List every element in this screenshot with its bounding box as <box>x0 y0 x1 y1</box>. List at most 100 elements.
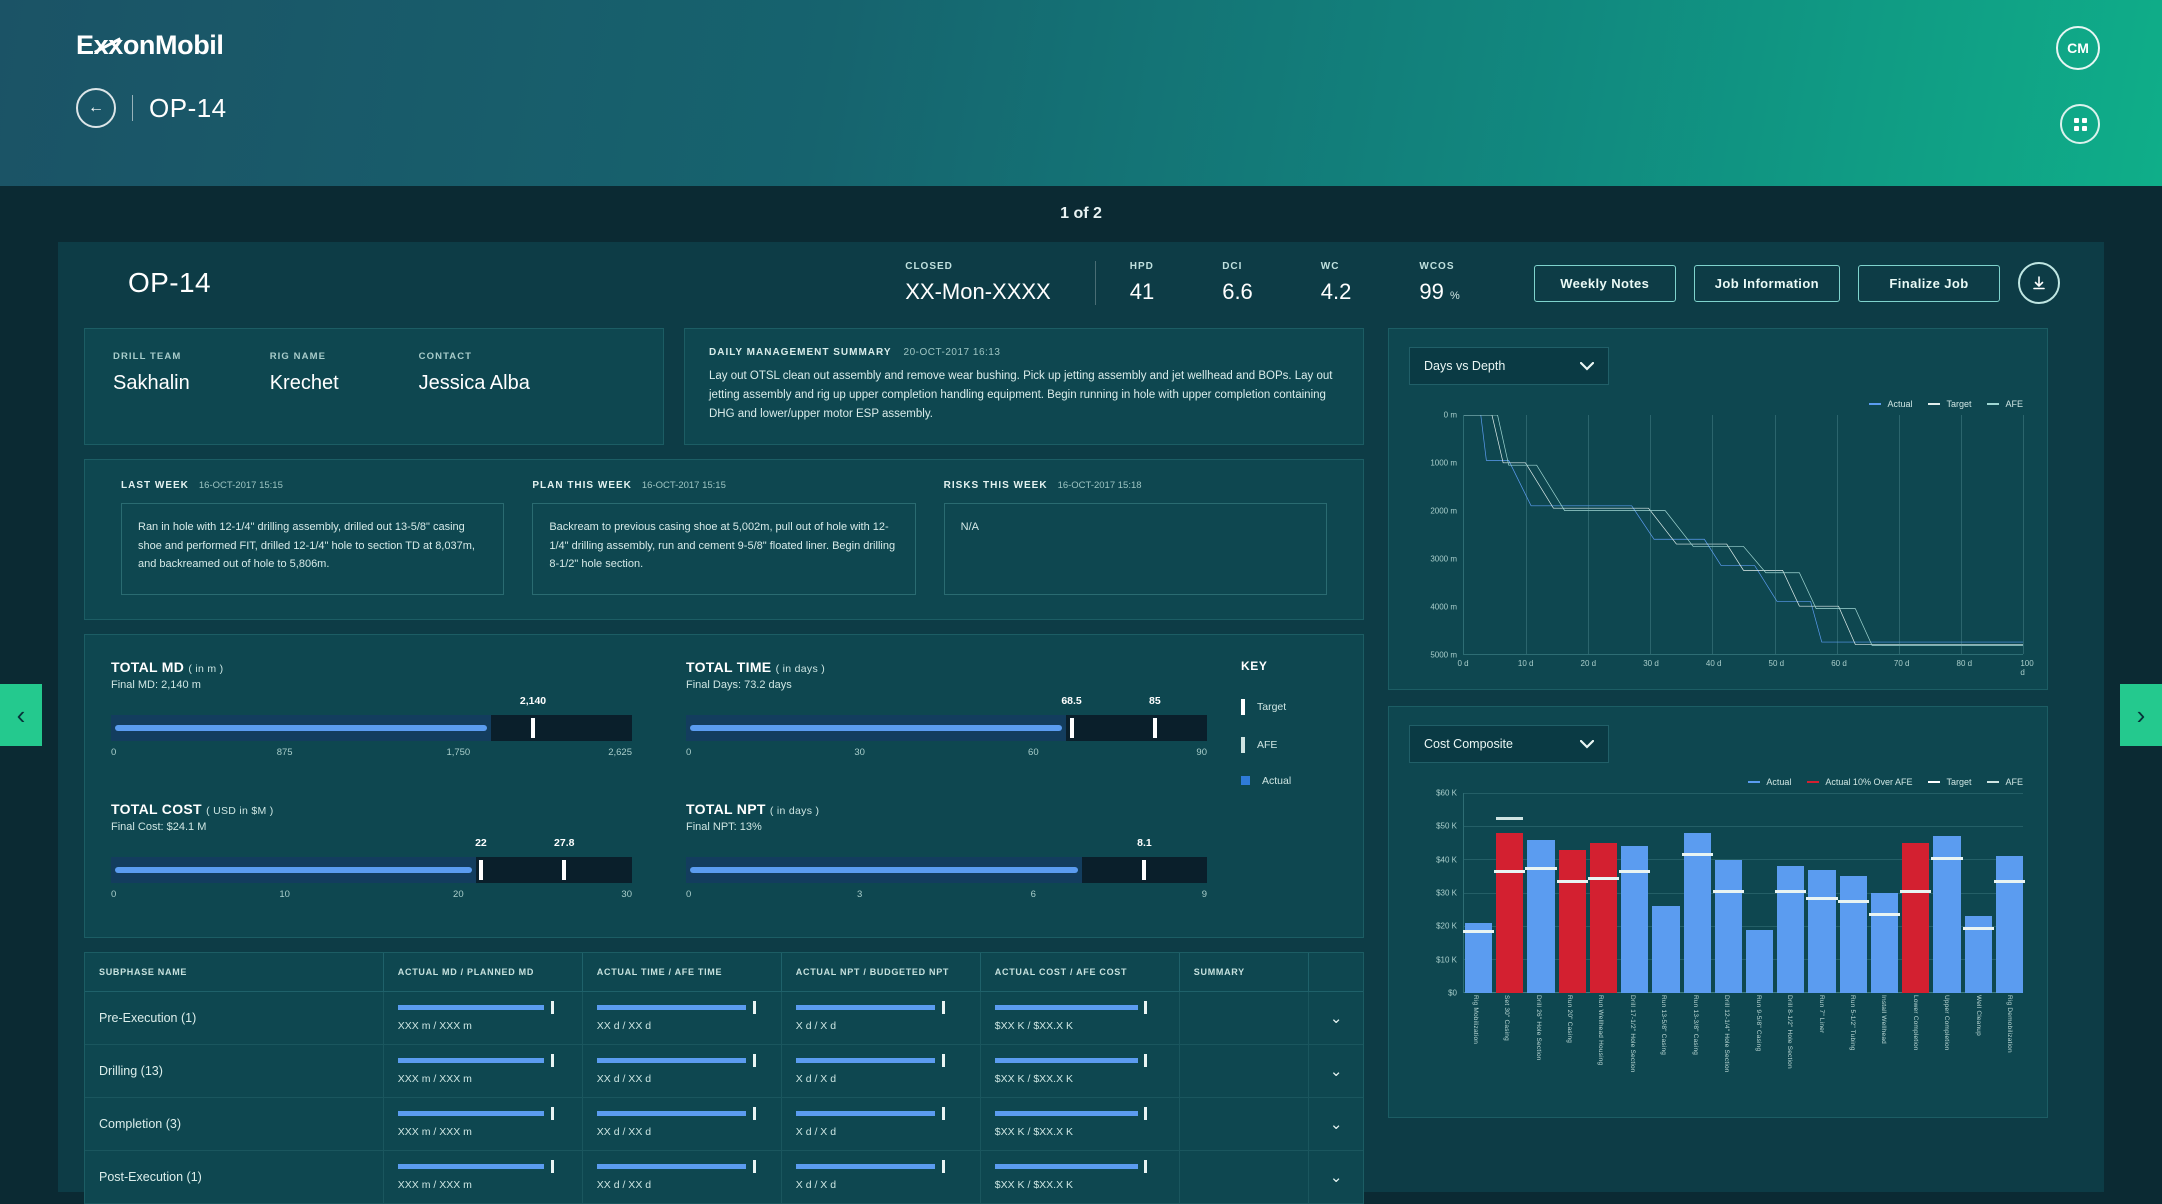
slider-track[interactable]: 68.5 85 <box>686 695 1207 741</box>
slider-track[interactable]: 2,140 <box>111 695 632 741</box>
cost-composite-select[interactable]: Cost Composite <box>1409 725 1609 763</box>
category-label: Drill 17-1/2" Hole Section <box>1628 995 1636 1073</box>
apps-grid-button[interactable] <box>2060 104 2100 144</box>
back-button[interactable]: ← <box>76 88 116 128</box>
axis-tick: 3 <box>857 888 863 900</box>
total-cost-slider[interactable]: TOTAL COST ( USD in $M ) Final Cost: $24.… <box>111 801 632 907</box>
line-target <box>1464 415 2023 644</box>
mini-bar <box>596 1053 767 1067</box>
cell-cost: $XX K / $XX.X K <box>980 1150 1180 1204</box>
actual-fill <box>115 866 472 873</box>
legend-item-actual: Actual <box>1748 777 1791 787</box>
cell-expand[interactable]: ⌄ <box>1308 991 1363 1045</box>
legend-item-actual-10-over-afe: Actual 10% Over AFE <box>1807 777 1912 787</box>
next-page-arrow[interactable]: › <box>2120 684 2162 746</box>
mini-bar <box>994 1106 1165 1120</box>
cell-npt: X d / X d <box>781 1097 981 1151</box>
bar <box>1868 893 1901 993</box>
axis-tick: 20 <box>453 888 464 900</box>
field-rig-name: RIG NAME Krechet <box>269 351 339 394</box>
mini-bar <box>795 1053 966 1067</box>
top-brand-bar: ExxonMobil ← OP-14 CM <box>0 0 2162 186</box>
actual-fill <box>690 866 1078 873</box>
page-indicator: 1 of 2 <box>0 186 2162 242</box>
bar <box>1962 916 1994 993</box>
bar-column <box>1712 793 1744 993</box>
chevron-down-icon[interactable]: ⌄ <box>1329 1115 1343 1133</box>
target-mark <box>1587 876 1620 880</box>
category-label: Well Cleanup <box>1974 995 1982 1036</box>
mini-bar <box>397 1053 568 1067</box>
prev-page-arrow[interactable]: ‹ <box>0 684 42 746</box>
slider-final-value: Final MD: 2,140 m <box>111 678 201 691</box>
bar <box>1837 876 1869 993</box>
axis-tick: 60 <box>1028 746 1039 758</box>
axis-tick: 9 <box>1201 888 1207 900</box>
slider-track[interactable]: 8.1 <box>686 837 1207 883</box>
target-mark <box>1993 880 2025 884</box>
x-tick: 40 d <box>1705 659 1722 668</box>
mini-bar <box>397 1106 568 1120</box>
afe-marker <box>1152 717 1157 738</box>
week-date: 16-OCT-2017 15:15 <box>641 479 726 491</box>
total-md-slider[interactable]: TOTAL MD ( in m ) Final MD: 2,140 m 2,140 0… <box>111 659 632 765</box>
afe-swatch-icon <box>1241 736 1245 753</box>
breadcrumb-job-label: OP-14 <box>149 92 227 123</box>
x-tick: 80 d <box>1956 659 1973 668</box>
target-marker <box>478 859 483 880</box>
table-row[interactable]: Pre-Execution (1) XXX m / XXX m XX d / XX … <box>85 991 1363 1045</box>
target-mark <box>1681 853 1713 857</box>
bar <box>1775 866 1807 993</box>
bar-column <box>1681 793 1713 993</box>
finalize-job-button[interactable]: Finalize Job <box>1858 264 2000 302</box>
metric-closed: CLOSED XX-Mon-XXXX <box>871 261 1096 305</box>
cell-md: XXX m / XXX m <box>383 991 583 1045</box>
table-header-actual-npt-budgeted-npt: ACTUAL NPT / BUDGETED NPT <box>781 952 981 992</box>
field-contact: CONTACT Jessica Alba <box>418 351 530 394</box>
total-time-slider[interactable]: TOTAL TIME ( in days ) Final Days: 73.2 d… <box>686 659 1207 765</box>
cell-expand[interactable]: ⌄ <box>1308 1097 1363 1151</box>
cell-expand[interactable]: ⌄ <box>1308 1150 1363 1204</box>
bar-column <box>1868 793 1901 993</box>
target-mark <box>1463 930 1495 933</box>
total-npt-slider[interactable]: TOTAL NPT ( in days ) Final NPT: 13% 8.1 0 3… <box>686 801 1207 907</box>
slider-track[interactable]: 22 27.8 <box>111 837 632 883</box>
key-title: KEY <box>1241 658 1268 673</box>
afe-mark <box>1496 816 1524 820</box>
info-row: DRILL TEAM Sakhalin RIG NAME Krechet CON… <box>84 328 1364 459</box>
table-row[interactable]: Post-Execution (1) XXX m / XXX m XX d / XX… <box>85 1150 1363 1204</box>
page-title: OP-14 <box>128 267 211 298</box>
bar <box>1993 856 2025 993</box>
category-label: Run 13-3/8" Casing <box>1691 995 1699 1056</box>
axis-tick: 90 <box>1196 746 1207 758</box>
job-information-button[interactable]: Job Information <box>1693 264 1840 302</box>
chevron-down-icon[interactable]: ⌄ <box>1329 1168 1343 1186</box>
table-header-row: SUBPHASE NAME ACTUAL MD / PLANNED MD ACTUA… <box>85 952 1363 992</box>
chevron-down-icon[interactable]: ⌄ <box>1329 1062 1343 1080</box>
cell-cost: $XX K / $XX.X K <box>980 991 1180 1045</box>
job-metrics: CLOSED XX-Mon-XXXX HPD 41 DCI 6.6 WC 4.2… <box>871 261 1494 305</box>
cell-cost: $XX K / $XX.X K <box>980 1044 1180 1098</box>
legend-item-target: Target <box>1928 777 1971 787</box>
weekly-notes-button[interactable]: Weekly Notes <box>1533 264 1676 302</box>
back-arrow-icon: ← <box>88 99 104 116</box>
target-marker <box>1069 717 1074 738</box>
cell-subphase-name: Completion (3) <box>85 1097 384 1151</box>
y-tick: 5000 m <box>1430 650 1457 660</box>
target-mark <box>1931 856 1963 860</box>
y-tick: 2000 m <box>1430 506 1457 516</box>
days-vs-depth-select[interactable]: Days vs Depth <box>1409 347 1609 385</box>
table-header-expand <box>1308 952 1363 992</box>
y-tick: $10 K <box>1436 955 1457 965</box>
x-tick: 30 d <box>1643 659 1659 668</box>
days-vs-depth-card: Days vs Depth Actual Target AFE 0 m 1000 m 2… <box>1388 328 2048 690</box>
download-button[interactable] <box>2018 262 2060 304</box>
cell-expand[interactable]: ⌄ <box>1308 1044 1363 1098</box>
category-label: Run Wellhead Housing <box>1597 995 1605 1066</box>
avatar[interactable]: CM <box>2056 26 2100 70</box>
chevron-down-icon[interactable]: ⌄ <box>1329 1009 1343 1027</box>
target-mark <box>1962 926 1994 930</box>
